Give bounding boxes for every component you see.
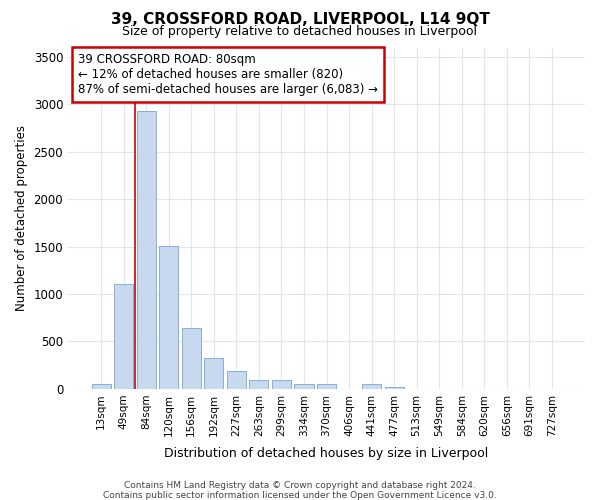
- Bar: [362, 384, 381, 389]
- Bar: [92, 384, 110, 389]
- Bar: [295, 384, 314, 389]
- Bar: [114, 284, 133, 389]
- Bar: [250, 380, 268, 389]
- Bar: [204, 358, 223, 389]
- Bar: [159, 246, 178, 389]
- Text: Contains public sector information licensed under the Open Government Licence v3: Contains public sector information licen…: [103, 490, 497, 500]
- Bar: [272, 380, 291, 389]
- Bar: [317, 384, 336, 389]
- Y-axis label: Number of detached properties: Number of detached properties: [15, 125, 28, 311]
- Bar: [385, 387, 404, 389]
- Text: 39, CROSSFORD ROAD, LIVERPOOL, L14 9QT: 39, CROSSFORD ROAD, LIVERPOOL, L14 9QT: [110, 12, 490, 28]
- Bar: [227, 372, 246, 389]
- Text: Size of property relative to detached houses in Liverpool: Size of property relative to detached ho…: [122, 25, 478, 38]
- Bar: [137, 111, 156, 389]
- Text: Contains HM Land Registry data © Crown copyright and database right 2024.: Contains HM Land Registry data © Crown c…: [124, 482, 476, 490]
- X-axis label: Distribution of detached houses by size in Liverpool: Distribution of detached houses by size …: [164, 447, 488, 460]
- Bar: [182, 328, 201, 389]
- Text: 39 CROSSFORD ROAD: 80sqm
← 12% of detached houses are smaller (820)
87% of semi-: 39 CROSSFORD ROAD: 80sqm ← 12% of detach…: [79, 52, 379, 96]
